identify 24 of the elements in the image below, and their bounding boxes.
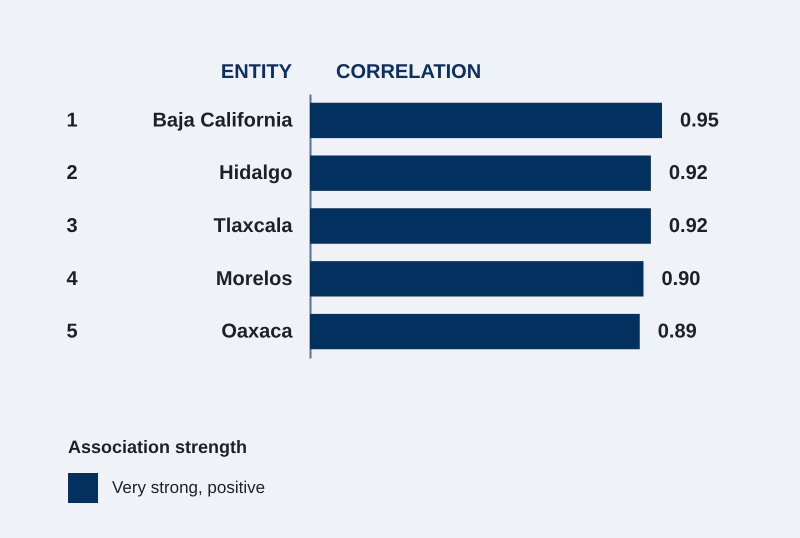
y-tick-label: Hidalgo [219, 162, 292, 184]
bar [310, 261, 644, 296]
data-label: 0.90 [661, 268, 700, 290]
y-axis-title: ENTITY [220, 61, 293, 83]
legend-label: Very strong, positive [112, 478, 266, 497]
data-label: 0.92 [668, 162, 708, 184]
text: 5 [66, 320, 78, 343]
data-label: 0.95 [680, 109, 719, 132]
y-tick-label: Oaxaca [221, 320, 294, 343]
bar [310, 156, 651, 191]
bar [310, 314, 640, 350]
text: 4 [66, 268, 78, 290]
text: 3 [66, 215, 78, 237]
y-tick-label: Baja California [152, 109, 294, 132]
legend-title: Association strength [68, 437, 248, 457]
data-label: 0.92 [668, 215, 708, 237]
x-axis-title: CORRELATION [336, 61, 482, 83]
text: 2 [66, 162, 78, 184]
data-label: 0.89 [658, 320, 697, 343]
bar [310, 102, 662, 138]
bar [310, 208, 651, 244]
y-tick-label: Tlaxcala [214, 215, 294, 237]
y-tick-label: Morelos [216, 268, 292, 290]
text: 1 [66, 109, 78, 132]
